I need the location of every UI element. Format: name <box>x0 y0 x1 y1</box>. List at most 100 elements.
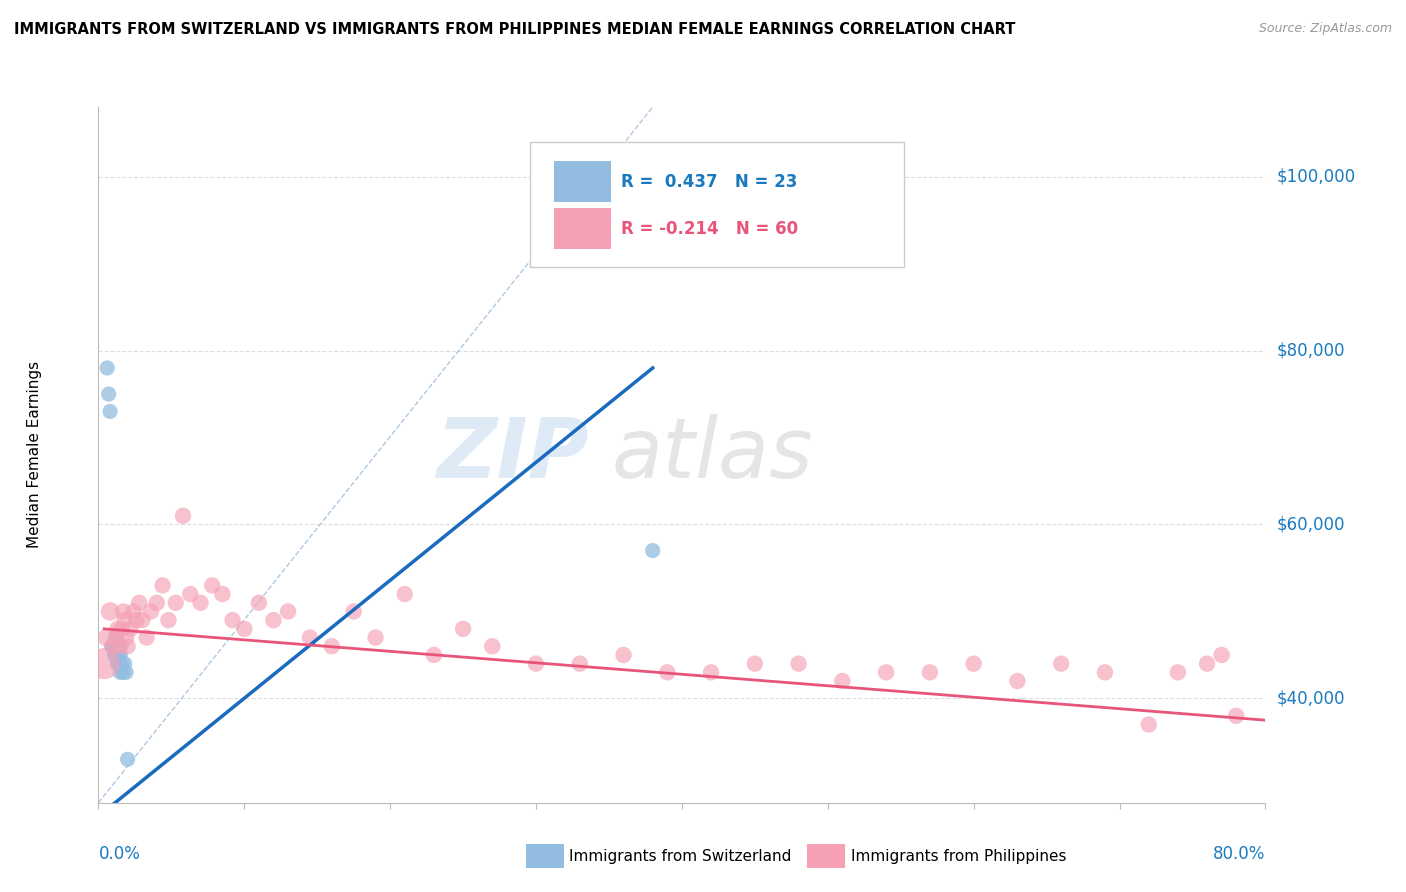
Point <box>110 639 132 653</box>
Point <box>1225 708 1247 723</box>
Text: atlas: atlas <box>612 415 814 495</box>
Text: R =  0.437   N = 23: R = 0.437 N = 23 <box>621 173 797 191</box>
Point <box>1137 717 1160 731</box>
Point <box>146 596 169 610</box>
Point <box>1167 665 1189 680</box>
Point <box>247 596 270 610</box>
Point <box>122 605 145 619</box>
Point <box>117 752 139 766</box>
Point <box>120 622 142 636</box>
Text: $80,000: $80,000 <box>1277 342 1346 359</box>
Point <box>100 639 122 653</box>
Point <box>1094 665 1116 680</box>
Point <box>262 613 284 627</box>
Point <box>962 657 984 671</box>
Point <box>343 605 366 619</box>
Point <box>104 631 127 645</box>
Text: $100,000: $100,000 <box>1277 168 1357 186</box>
Point <box>641 543 664 558</box>
Point <box>105 639 128 653</box>
Point <box>93 657 115 671</box>
Point <box>105 622 128 636</box>
Point <box>211 587 233 601</box>
Point <box>181 30 204 45</box>
Point <box>1007 674 1029 689</box>
Point <box>321 639 343 653</box>
Point <box>112 665 135 680</box>
Point <box>112 605 135 619</box>
Point <box>568 657 591 671</box>
Point <box>111 622 134 636</box>
Point <box>423 648 446 662</box>
Point <box>110 639 132 653</box>
Point <box>172 508 194 523</box>
FancyBboxPatch shape <box>554 208 610 249</box>
Point <box>612 648 634 662</box>
Point <box>110 648 132 662</box>
FancyBboxPatch shape <box>554 161 610 202</box>
Text: R = -0.214   N = 60: R = -0.214 N = 60 <box>621 219 799 238</box>
Text: Source: ZipAtlas.com: Source: ZipAtlas.com <box>1258 22 1392 36</box>
Point <box>157 613 180 627</box>
Point <box>114 657 136 671</box>
Point <box>152 578 174 592</box>
Point <box>221 613 243 627</box>
Point <box>105 657 128 671</box>
Text: Immigrants from Philippines: Immigrants from Philippines <box>851 849 1066 863</box>
Point <box>114 613 136 627</box>
Point <box>96 631 118 645</box>
Point <box>93 822 115 836</box>
Point <box>111 657 134 671</box>
Point <box>277 605 299 619</box>
Point <box>700 665 723 680</box>
Point <box>233 622 256 636</box>
Point <box>657 665 679 680</box>
Text: 0.0%: 0.0% <box>98 845 141 863</box>
Point <box>875 665 897 680</box>
Point <box>364 631 387 645</box>
Point <box>524 657 547 671</box>
Text: Median Female Earnings: Median Female Earnings <box>27 361 42 549</box>
Point <box>103 648 125 662</box>
Point <box>97 387 120 401</box>
Point <box>165 596 187 610</box>
Point <box>787 657 810 671</box>
Point <box>117 639 139 653</box>
Point <box>125 613 148 627</box>
Text: 80.0%: 80.0% <box>1213 845 1265 863</box>
Text: $60,000: $60,000 <box>1277 516 1346 533</box>
Point <box>179 587 201 601</box>
Point <box>1195 657 1218 671</box>
Point <box>139 605 162 619</box>
Point <box>744 657 766 671</box>
Point <box>1050 657 1073 671</box>
Text: IMMIGRANTS FROM SWITZERLAND VS IMMIGRANTS FROM PHILIPPINES MEDIAN FEMALE EARNING: IMMIGRANTS FROM SWITZERLAND VS IMMIGRANT… <box>14 22 1015 37</box>
Point <box>110 665 132 680</box>
Point <box>104 648 127 662</box>
Point <box>101 639 124 653</box>
Point <box>104 631 127 645</box>
Point <box>451 622 474 636</box>
Text: $40,000: $40,000 <box>1277 690 1346 707</box>
Point <box>190 596 212 610</box>
FancyBboxPatch shape <box>530 142 904 267</box>
Point <box>128 596 150 610</box>
Text: ZIP: ZIP <box>436 415 589 495</box>
Point <box>394 587 416 601</box>
Point <box>108 657 131 671</box>
Point <box>135 631 157 645</box>
Point <box>918 665 941 680</box>
Point <box>298 631 321 645</box>
Point <box>96 361 118 376</box>
Point <box>98 605 121 619</box>
Point <box>201 578 224 592</box>
Point <box>108 648 131 662</box>
Point <box>481 639 503 653</box>
Point <box>831 674 853 689</box>
Point <box>98 404 121 418</box>
Point <box>131 613 153 627</box>
Point <box>115 631 138 645</box>
Point <box>101 639 124 653</box>
Text: Immigrants from Switzerland: Immigrants from Switzerland <box>569 849 792 863</box>
Point <box>1211 648 1233 662</box>
